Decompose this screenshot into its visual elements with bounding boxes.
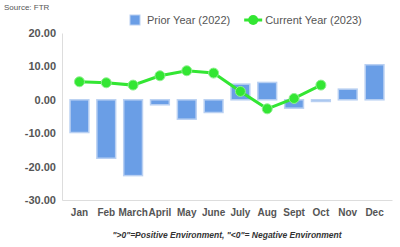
y-tick-label: -30.00 bbox=[25, 194, 56, 206]
bar bbox=[312, 100, 331, 102]
bar bbox=[151, 100, 170, 105]
line bbox=[79, 71, 320, 109]
y-tick-label: 20.00 bbox=[28, 27, 56, 39]
bar bbox=[338, 89, 357, 100]
x-tick-label: May bbox=[177, 207, 197, 218]
x-tick-label: Jan bbox=[71, 207, 88, 218]
marker bbox=[289, 93, 299, 103]
y-tick-label: 0.00 bbox=[35, 94, 56, 106]
y-tick: -10.00 bbox=[25, 127, 62, 139]
marker bbox=[235, 86, 245, 96]
x-tick-label: Sept bbox=[283, 207, 305, 218]
y-tick-label: -20.00 bbox=[25, 161, 56, 173]
x-tick: Jan bbox=[71, 200, 88, 218]
marker bbox=[209, 68, 219, 78]
x-axis-line bbox=[63, 200, 393, 201]
marker bbox=[128, 80, 138, 90]
y-tick: 20.00 bbox=[28, 27, 62, 39]
legend-swatch bbox=[130, 15, 140, 25]
legend-item: Prior Year (2022) bbox=[130, 14, 230, 26]
x-tick: June bbox=[202, 200, 226, 218]
x-tick: July bbox=[230, 200, 250, 218]
marker bbox=[182, 66, 192, 76]
x-axis: Jan FebMarchApril May June July Aug Sept Oct Nov… bbox=[63, 200, 393, 218]
x-tick-label: Oct bbox=[313, 207, 330, 218]
y-axis-line bbox=[62, 34, 63, 201]
y-tick: 10.00 bbox=[28, 60, 62, 72]
x-tick: March bbox=[118, 200, 147, 218]
x-tick: Dec bbox=[365, 200, 384, 218]
bar bbox=[258, 82, 277, 99]
x-tick-label: June bbox=[202, 207, 226, 218]
bar bbox=[204, 100, 223, 113]
y-tick-label: -10.00 bbox=[25, 127, 56, 139]
bar bbox=[365, 65, 384, 100]
y-axis: -30.00 -20.00 -10.00 0.00 10.00 20.00 bbox=[25, 27, 63, 206]
y-tick: -20.00 bbox=[25, 161, 62, 173]
x-tick: Oct bbox=[313, 200, 330, 218]
marker-series bbox=[74, 66, 325, 114]
x-tick: April bbox=[149, 200, 172, 218]
x-tick-label: Aug bbox=[258, 207, 277, 218]
footnote: ">0"=Positive Environment, "<0"= Negativ… bbox=[112, 230, 342, 240]
bar-series bbox=[70, 65, 384, 176]
bar bbox=[177, 100, 196, 119]
x-tick-label: Nov bbox=[338, 207, 357, 218]
plot-area bbox=[70, 65, 384, 176]
legend: Prior Year (2022) Current Year (2023) bbox=[130, 14, 362, 26]
x-tick: Sept bbox=[283, 200, 305, 218]
x-tick-label: April bbox=[149, 207, 172, 218]
x-tick: Aug bbox=[258, 200, 277, 218]
bar bbox=[97, 100, 116, 158]
legend-label: Prior Year (2022) bbox=[147, 14, 230, 26]
chart: Source: FTR -30.00 -20.00 -10.00 0.00 10.00 20… bbox=[0, 0, 400, 247]
marker bbox=[155, 71, 165, 81]
marker bbox=[262, 104, 272, 114]
y-tick-label: 10.00 bbox=[28, 60, 56, 72]
x-tick: May bbox=[177, 200, 197, 218]
x-tick-label: July bbox=[230, 207, 250, 218]
x-tick-label: March bbox=[118, 207, 147, 218]
marker bbox=[74, 77, 84, 87]
x-tick: Nov bbox=[338, 200, 357, 218]
y-tick: 0.00 bbox=[35, 94, 62, 106]
x-tick: Feb bbox=[97, 200, 115, 218]
legend-marker bbox=[248, 15, 258, 25]
y-tick: -30.00 bbox=[25, 194, 62, 206]
bar bbox=[70, 100, 89, 133]
x-tick-label: Dec bbox=[365, 207, 384, 218]
legend-label: Current Year (2023) bbox=[265, 14, 362, 26]
bar bbox=[124, 100, 143, 176]
marker bbox=[101, 78, 111, 88]
source: Source: FTR bbox=[4, 3, 50, 12]
marker bbox=[316, 80, 326, 90]
legend-item: Current Year (2023) bbox=[244, 14, 362, 26]
x-tick-label: Feb bbox=[97, 207, 115, 218]
